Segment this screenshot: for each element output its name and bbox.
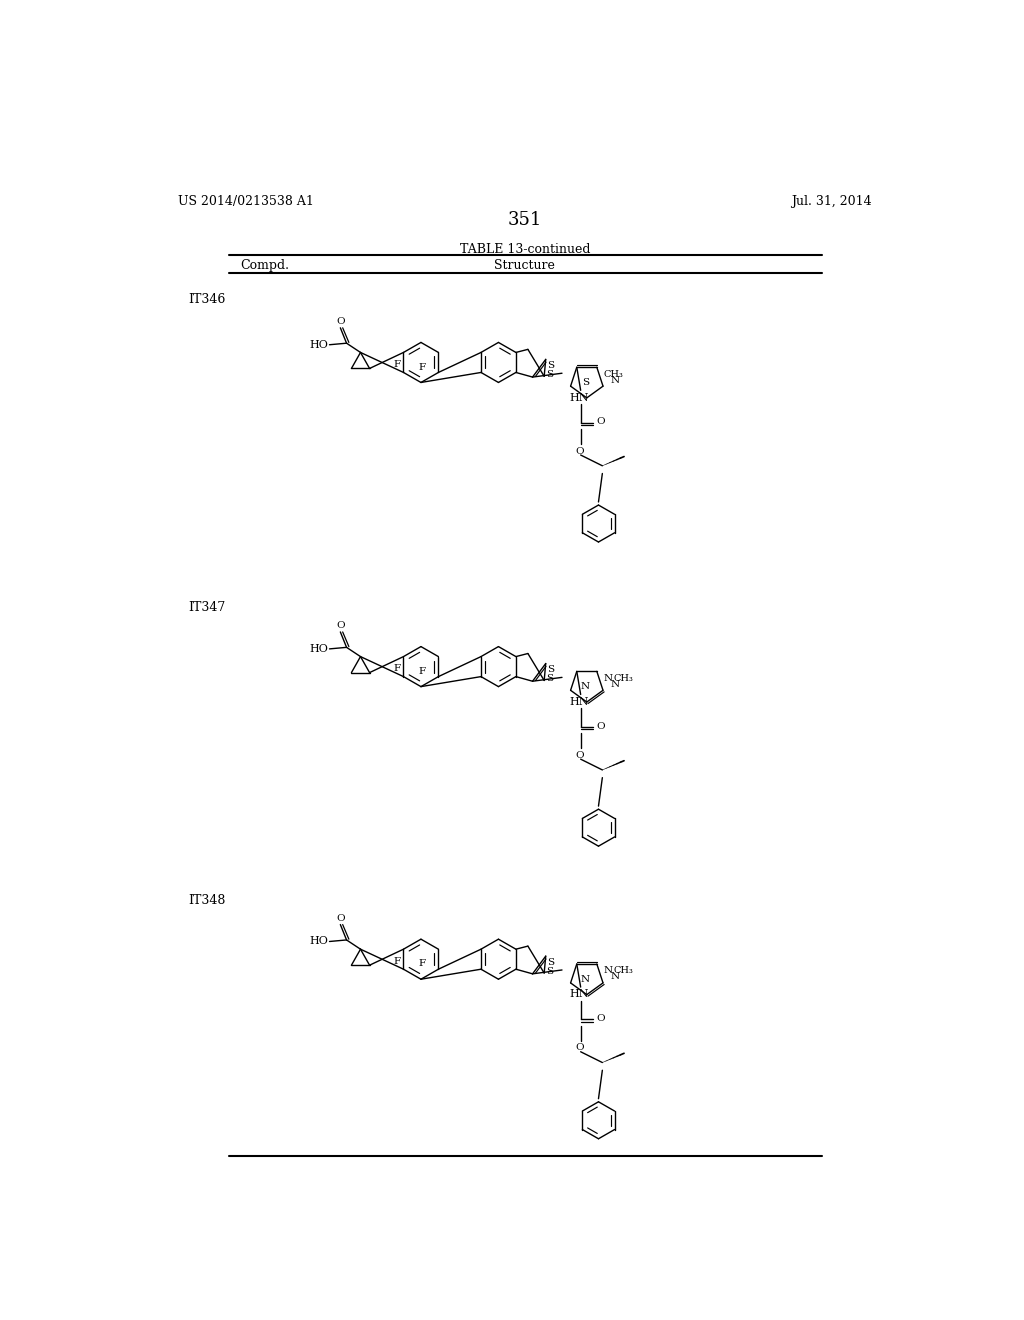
Text: O: O: [596, 417, 605, 426]
Text: HN: HN: [569, 392, 589, 403]
Text: CH₃: CH₃: [613, 673, 634, 682]
Text: HN: HN: [569, 990, 589, 999]
Text: CH₃: CH₃: [603, 370, 623, 379]
Text: F: F: [419, 667, 426, 676]
Text: IT347: IT347: [188, 601, 225, 614]
Text: HN: HN: [569, 697, 589, 706]
Text: F: F: [393, 664, 400, 673]
Text: F: F: [419, 960, 426, 969]
Text: F: F: [393, 957, 400, 966]
Text: N: N: [610, 973, 620, 981]
Text: O: O: [596, 722, 605, 730]
Text: N: N: [603, 673, 612, 682]
Text: N: N: [581, 975, 590, 983]
Text: O: O: [337, 913, 345, 923]
Text: F: F: [393, 360, 400, 370]
Text: Compd.: Compd.: [241, 259, 290, 272]
Text: O: O: [596, 1014, 605, 1023]
Text: S: S: [546, 968, 553, 975]
Text: O: O: [575, 446, 584, 455]
Text: N: N: [581, 682, 590, 692]
Text: CH₃: CH₃: [613, 966, 634, 975]
Text: IT348: IT348: [188, 894, 226, 907]
Text: N: N: [610, 375, 620, 384]
Text: S: S: [548, 665, 555, 675]
Text: N: N: [610, 680, 620, 689]
Text: F: F: [419, 363, 426, 372]
Text: S: S: [548, 362, 555, 370]
Text: IT346: IT346: [188, 293, 226, 306]
Text: N: N: [603, 966, 612, 975]
Text: HO: HO: [309, 644, 328, 653]
Text: S: S: [548, 958, 555, 966]
Text: O: O: [575, 751, 584, 760]
Text: S: S: [546, 675, 553, 684]
Text: O: O: [337, 317, 345, 326]
Text: S: S: [582, 378, 589, 387]
Text: 351: 351: [508, 211, 542, 228]
Text: HO: HO: [309, 339, 328, 350]
Text: US 2014/0213538 A1: US 2014/0213538 A1: [178, 195, 314, 209]
Text: O: O: [337, 622, 345, 630]
Text: S: S: [546, 371, 553, 379]
Text: Jul. 31, 2014: Jul. 31, 2014: [792, 195, 872, 209]
Text: HO: HO: [309, 936, 328, 946]
Text: Structure: Structure: [495, 259, 555, 272]
Text: TABLE 13-continued: TABLE 13-continued: [460, 243, 590, 256]
Text: O: O: [575, 1043, 584, 1052]
